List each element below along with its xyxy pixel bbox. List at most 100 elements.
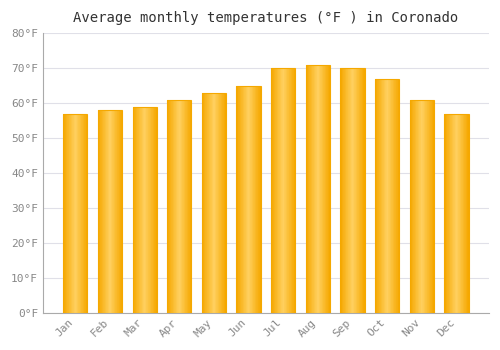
Bar [392,79,394,313]
Bar [360,68,361,313]
Bar [278,68,279,313]
Bar [188,100,189,313]
Bar [342,68,343,313]
Bar [448,113,449,313]
Bar [322,65,323,313]
Bar [420,100,421,313]
Bar [307,65,308,313]
Bar [313,65,314,313]
Bar [453,113,454,313]
Bar [287,68,288,313]
Bar [291,68,292,313]
Bar [251,86,252,313]
Bar [152,106,153,313]
Bar [206,93,208,313]
Bar [224,93,225,313]
Bar [153,106,154,313]
Bar [167,100,168,313]
Bar [244,86,245,313]
Bar [357,68,358,313]
Bar [323,65,324,313]
Bar [217,93,218,313]
Bar [353,68,354,313]
Bar [154,106,155,313]
Bar [245,86,246,313]
Bar [290,68,291,313]
Bar [325,65,326,313]
Bar [100,110,101,313]
Bar [112,110,113,313]
Bar [189,100,190,313]
Bar [67,113,68,313]
Bar [236,86,260,313]
Bar [347,68,348,313]
Bar [465,113,466,313]
Bar [84,113,85,313]
Bar [286,68,287,313]
Bar [272,68,273,313]
Bar [72,113,73,313]
Bar [386,79,387,313]
Bar [171,100,172,313]
Bar [295,68,296,313]
Bar [382,79,383,313]
Bar [414,100,415,313]
Bar [314,65,315,313]
Bar [222,93,223,313]
Bar [459,113,460,313]
Bar [274,68,275,313]
Bar [73,113,74,313]
Bar [309,65,310,313]
Bar [191,100,192,313]
Bar [208,93,209,313]
Bar [212,93,214,313]
Bar [411,100,412,313]
Bar [271,68,295,313]
Bar [430,100,431,313]
Bar [252,86,253,313]
Bar [253,86,254,313]
Bar [294,68,295,313]
Bar [310,65,311,313]
Bar [285,68,286,313]
Bar [66,113,67,313]
Bar [412,100,413,313]
Bar [429,100,430,313]
Bar [173,100,174,313]
Bar [280,68,281,313]
Bar [149,106,150,313]
Bar [383,79,384,313]
Bar [237,86,238,313]
Bar [361,68,362,313]
Bar [180,100,181,313]
Bar [424,100,425,313]
Bar [444,113,445,313]
Bar [184,100,185,313]
Bar [431,100,432,313]
Bar [168,100,169,313]
Bar [148,106,149,313]
Bar [276,68,277,313]
Bar [98,110,99,313]
Bar [182,100,183,313]
Bar [219,93,220,313]
Bar [423,100,424,313]
Bar [258,86,259,313]
Bar [109,110,110,313]
Bar [321,65,322,313]
Bar [63,113,64,313]
Bar [76,113,77,313]
Bar [279,68,280,313]
Bar [415,100,416,313]
Bar [106,110,107,313]
Bar [341,68,342,313]
Bar [143,106,144,313]
Bar [388,79,389,313]
Bar [348,68,349,313]
Bar [343,68,344,313]
Bar [167,100,192,313]
Bar [101,110,102,313]
Bar [202,93,203,313]
Bar [80,113,81,313]
Bar [186,100,187,313]
